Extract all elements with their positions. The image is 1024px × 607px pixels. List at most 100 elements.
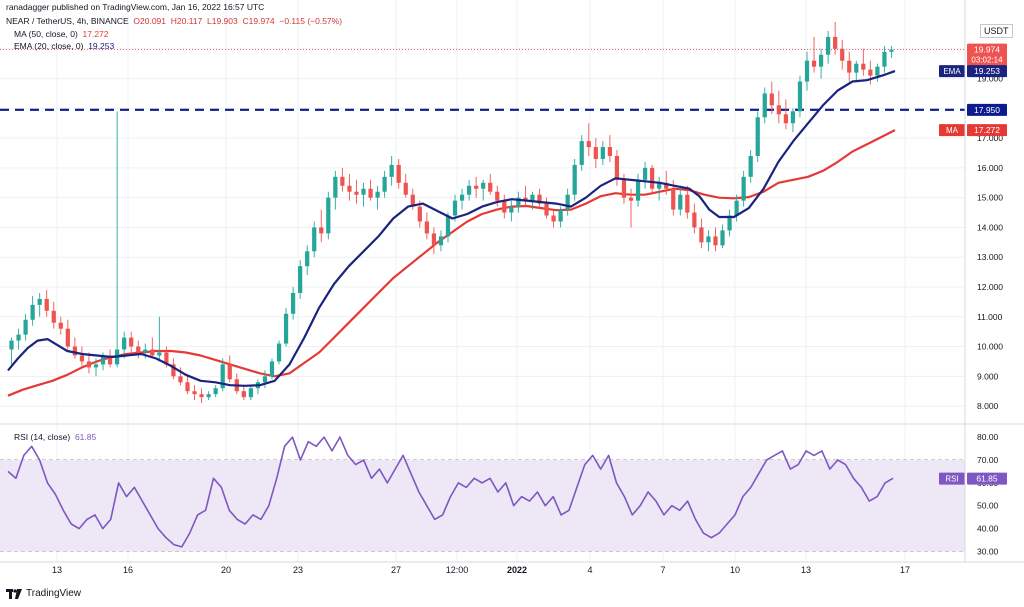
last-price-tag-text: 19.974: [974, 45, 1000, 55]
candle-body: [276, 343, 282, 362]
candle-body: [495, 191, 500, 201]
time-tick-label: 12:00: [446, 565, 469, 575]
candle-body: [368, 188, 373, 198]
candle-body: [248, 388, 253, 398]
candle-body: [417, 206, 422, 222]
rsi-name-tag-text: RSI: [945, 475, 958, 484]
candle-body: [262, 376, 268, 383]
candle-body: [58, 322, 63, 329]
candle-body: [164, 352, 169, 365]
candle-body: [875, 66, 880, 76]
price-tick-label: 12.000: [977, 282, 1003, 292]
level-tag-text: 17.950: [974, 105, 1000, 115]
price-axis[interactable]: 8.000 9.000 10.000 11.000 12.000 13.000 14.000…: [977, 44, 1003, 411]
price-tick-label: 19.000: [977, 74, 1003, 84]
candle-body: [748, 155, 753, 177]
time-tick-label: 20: [221, 565, 231, 575]
time-tick-label: 4: [587, 565, 592, 575]
candle-body: [44, 298, 49, 311]
candle-body: [544, 203, 549, 216]
price-tick-label: 13.000: [977, 252, 1003, 262]
candle-body: [283, 313, 289, 344]
last-price-tag-countdown: 03:02:14: [971, 56, 1003, 65]
candle-body: [129, 337, 134, 347]
candle-body: [410, 194, 415, 207]
ma-line: [7, 129, 896, 397]
candle-body: [51, 310, 56, 323]
candle-body: [628, 197, 634, 201]
time-tick-label: 10: [730, 565, 740, 575]
candle-body: [30, 304, 35, 320]
candle-body: [424, 221, 429, 234]
candle-body: [382, 176, 387, 192]
candle-body: [790, 111, 796, 124]
price-tick-label: 9.000: [977, 371, 999, 381]
candle-body: [23, 319, 28, 335]
candle-body: [635, 179, 641, 201]
time-tick-label: 16: [123, 565, 133, 575]
candle-body: [403, 182, 408, 195]
price-tick-label: 17.000: [977, 133, 1003, 143]
price-tick-label: 16.000: [977, 163, 1003, 173]
time-tick-label: 13: [801, 565, 811, 575]
candle-body: [565, 194, 570, 210]
ema-legend[interactable]: EMA (20, close, 0) 19.253: [14, 41, 114, 51]
ma-polyline: [7, 129, 896, 397]
candle-body: [269, 361, 275, 377]
candle-body: [347, 185, 352, 192]
candle-body: [530, 194, 535, 201]
ma-legend-label: MA (50, close, 0): [14, 29, 78, 39]
candle-body: [79, 355, 85, 362]
candle-body: [854, 63, 859, 73]
candle-body: [185, 382, 190, 392]
time-axis[interactable]: 13 16 20 23 27 12:00 2022 4 7 10 13 17: [52, 565, 910, 575]
rsi-legend-value: 61.85: [74, 432, 97, 442]
candle-body: [833, 36, 838, 49]
tradingview-logo-icon: [6, 588, 22, 599]
candle-body: [755, 117, 760, 156]
tradingview-brand[interactable]: TradingView: [6, 588, 81, 599]
candle-body: [340, 176, 345, 186]
candle-body: [727, 215, 732, 231]
candle-body: [107, 355, 113, 365]
price-tick-label: 11.000: [977, 312, 1003, 322]
candle-body: [445, 215, 451, 237]
candle-body: [100, 355, 106, 365]
currency-label[interactable]: USDT: [980, 24, 1013, 38]
rsi-legend-label: RSI (14, close): [14, 432, 71, 442]
publisher-line: ranadagger published on TradingView.com,…: [6, 2, 265, 12]
candle-body: [298, 266, 303, 293]
candle-body: [797, 81, 803, 112]
candle-body: [537, 194, 542, 204]
candle-body: [227, 364, 232, 380]
candle-body: [762, 93, 767, 118]
rsi-line: [7, 436, 894, 548]
candle-body: [509, 206, 514, 213]
time-tick-label: 23: [293, 565, 303, 575]
candle-body: [438, 236, 444, 246]
time-tick-label: 7: [660, 565, 665, 575]
symbol-ohlc-line: NEAR / TetherUS, 4h, BINANCE O20.091 H20…: [6, 16, 342, 26]
symbol-title: NEAR / TetherUS, 4h, BINANCE: [6, 16, 129, 26]
candle-body: [868, 69, 873, 76]
candle-body: [551, 215, 556, 222]
ma-legend[interactable]: MA (50, close, 0) 17.272: [14, 29, 109, 39]
candle-body: [840, 48, 845, 61]
candle-body: [692, 212, 697, 228]
candle-body: [734, 200, 739, 216]
rsi-legend[interactable]: RSI (14, close) 61.85: [14, 432, 96, 442]
candle-body: [706, 236, 711, 243]
rsi-polyline: [7, 436, 894, 548]
candle-body: [741, 176, 746, 201]
candle-body: [396, 164, 401, 183]
candle-body: [312, 227, 317, 252]
candle-body: [37, 298, 42, 305]
ma-tag-text: 17.272: [974, 125, 1000, 135]
candle-body: [579, 141, 584, 165]
candle-body: [614, 155, 620, 180]
candle-body: [847, 60, 852, 73]
candle-body: [354, 191, 359, 195]
level-tag-bg: [967, 103, 1007, 116]
